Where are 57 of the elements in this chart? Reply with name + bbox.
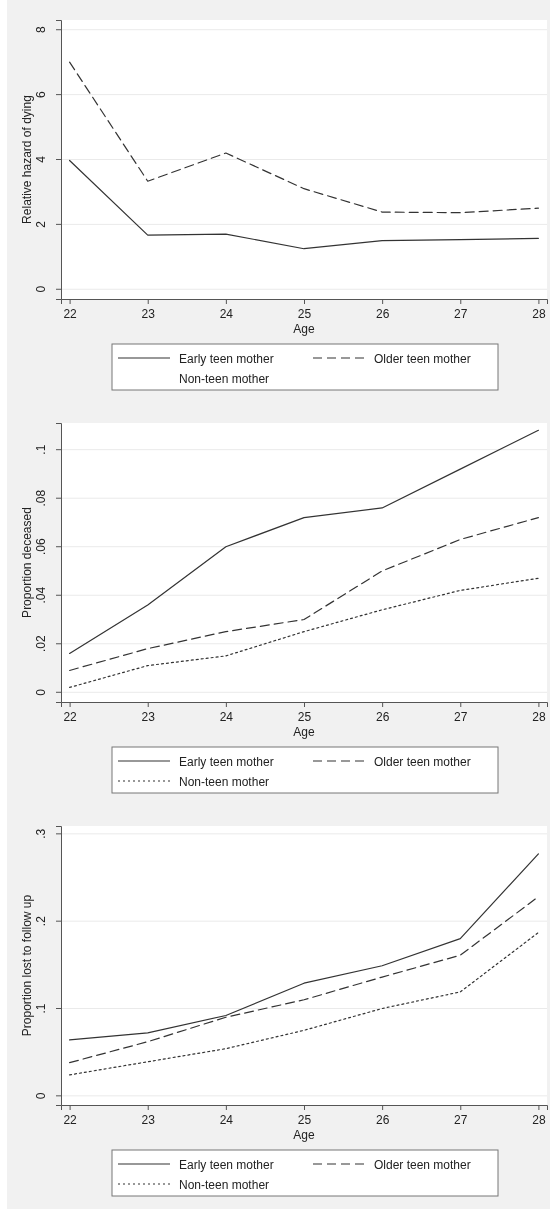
legend-label: Older teen mother — [374, 754, 471, 769]
y-tick-label: .06 — [34, 538, 48, 556]
y-tick-label: .02 — [34, 635, 48, 653]
y-tick-label: 0 — [34, 688, 48, 696]
x-tick-label: 22 — [63, 1112, 78, 1127]
x-tick-label: 27 — [454, 306, 468, 321]
y-tick-label: 6 — [34, 90, 48, 98]
x-axis-title: Age — [293, 1128, 315, 1142]
text: Non-teen mother — [179, 371, 270, 386]
y-tick-label: .2 — [34, 915, 48, 927]
x-tick-label: 24 — [219, 1112, 234, 1127]
x-tick-label: 22 — [63, 306, 78, 321]
y-tick-label: .1 — [34, 1003, 48, 1014]
x-axis-title: Age — [293, 725, 315, 739]
legend-label: Older teen mother — [374, 1157, 471, 1172]
line-series — [69, 159, 540, 250]
y-tick-label: .04 — [34, 586, 48, 604]
x-tick-label: 25 — [297, 306, 312, 321]
y-tick-label: 8 — [34, 26, 48, 34]
y-tick-label: 0 — [34, 285, 48, 293]
y-tick-label: 4 — [34, 155, 48, 163]
y-axis-title: Proportion lost to follow up — [20, 894, 34, 1037]
x-tick-label: 28 — [532, 1112, 546, 1127]
x-tick-label: 27 — [454, 1112, 468, 1127]
y-axis-title: Relative hazard of dying — [20, 95, 34, 224]
x-tick-label: 28 — [532, 306, 546, 321]
x-axis-title: Age — [293, 322, 315, 336]
legend-label: Non-teen mother — [179, 1177, 270, 1192]
x-tick-label: 25 — [297, 709, 312, 724]
y-tick-label: .3 — [34, 828, 48, 839]
x-tick-label: 25 — [297, 1112, 312, 1127]
line-series — [69, 429, 540, 655]
y-tick-label: 0 — [34, 1092, 48, 1100]
x-tick-label: 24 — [219, 709, 234, 724]
y-tick-label: .1 — [34, 444, 48, 455]
x-tick-label: 23 — [141, 1112, 156, 1127]
x-tick-label: 23 — [141, 709, 156, 724]
x-tick-label: 27 — [454, 709, 468, 724]
y-tick-label: .08 — [34, 489, 48, 507]
x-tick-label: 23 — [141, 306, 156, 321]
legend-label: Non-teen mother — [179, 774, 270, 789]
legend-label: Early teen mother — [179, 754, 274, 769]
line-series — [69, 61, 540, 214]
x-tick-label: 26 — [375, 709, 390, 724]
legend-label: Early teen mother — [179, 351, 274, 366]
x-tick-label: 26 — [375, 1112, 390, 1127]
x-tick-label: 22 — [63, 709, 78, 724]
x-tick-label: 24 — [219, 306, 234, 321]
line-series — [69, 577, 540, 689]
y-tick-label: 2 — [34, 220, 48, 228]
legend-label: Early teen mother — [179, 1157, 274, 1172]
y-axis-title: Proportion deceased — [20, 507, 34, 618]
legend-label: Older teen mother — [374, 351, 471, 366]
x-tick-label: 26 — [375, 306, 390, 321]
line-series — [69, 931, 540, 1076]
line-series — [69, 517, 540, 672]
x-tick-label: 28 — [532, 709, 546, 724]
